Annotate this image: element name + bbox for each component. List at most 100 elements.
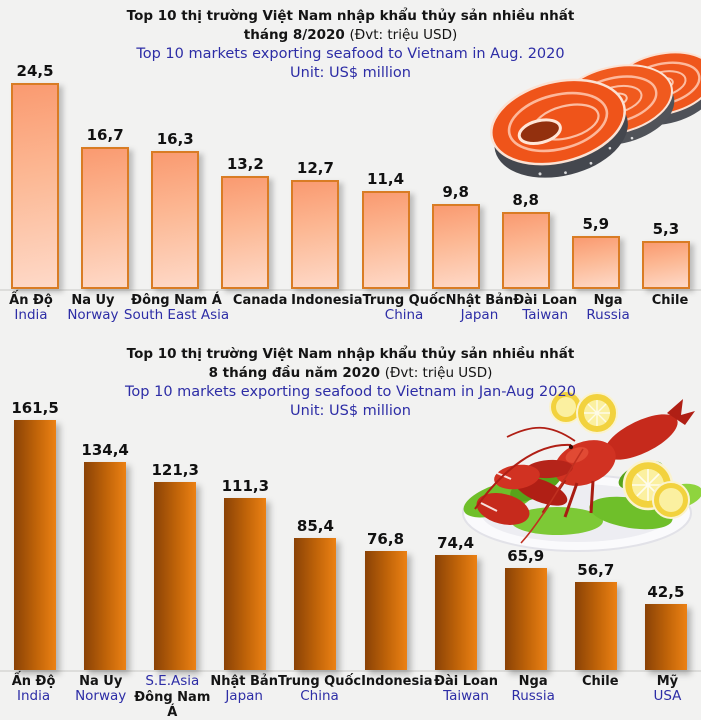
bar-column: 16,7 [70, 126, 140, 289]
bar-column: 65,9 [491, 547, 561, 670]
category-label-en: Japan [460, 307, 499, 324]
bar [504, 568, 547, 670]
bar-column: 8,8 [491, 191, 561, 289]
chart2-category-labels: Ấn Độ India Na Uy Norway S.E.Asia Đông Nam Á Nh… [0, 673, 701, 720]
category-label-vi: Mỹ [656, 674, 679, 689]
bar-column: 111,3 [210, 477, 280, 670]
bar [11, 83, 60, 289]
category-label-en: Norway [67, 307, 119, 324]
bar-value-label: 5,3 [652, 220, 680, 238]
category-label-vi: Ấn Độ [9, 293, 53, 308]
chart2-title-unit-note: (Đvt: triệu USD) [384, 365, 493, 381]
category-label: Nhật Bản Japan [446, 293, 514, 324]
bar-column: 56,7 [561, 561, 631, 670]
category-label: Đài Loan Taiwan [513, 293, 577, 324]
category-label-vi: Ấn Độ [11, 674, 56, 689]
bar [84, 462, 127, 670]
category-label-en: Taiwan [522, 307, 569, 324]
category-label: Canada [229, 293, 291, 324]
bar [641, 241, 690, 289]
category-label-en: China [384, 307, 424, 324]
bar-column: 85,4 [280, 517, 350, 670]
category-label-en: Russia [511, 688, 555, 705]
chart2-title-vi-line1: Top 10 thị trường Việt Nam nhập khẩu thủ… [126, 346, 575, 362]
bar [294, 538, 337, 670]
category-label: S.E.Asia Đông Nam Á [134, 673, 211, 720]
bar-value-label: 11,4 [367, 170, 405, 188]
category-label: Indonesia [361, 674, 432, 720]
bar-column: 11,4 [350, 170, 420, 289]
category-label-en: Norway [75, 688, 127, 705]
bar [644, 604, 687, 670]
bar [574, 582, 617, 670]
bar [434, 555, 477, 670]
bar-value-label: 9,8 [442, 183, 469, 201]
bar [151, 151, 200, 289]
bar-column: 161,5 [0, 399, 70, 670]
bar-value-label: 56,7 [577, 561, 615, 579]
bar-column: 9,8 [421, 183, 491, 289]
chart1-title-unit-note: (Đvt: triệu USD) [349, 27, 458, 43]
bar-value-label: 74,4 [437, 534, 475, 552]
bar [364, 551, 407, 670]
bar-value-label: 16,7 [86, 126, 124, 144]
category-label-vi: Đông Nam [134, 689, 211, 705]
category-label: Đông Nam Á South East Asia [124, 293, 229, 324]
bar-value-label: 76,8 [367, 530, 405, 548]
bar-column: 121,3 [140, 461, 210, 670]
bar-value-label: 121,3 [151, 461, 199, 479]
salmon-steaks-image [490, 51, 701, 178]
bar-column: 76,8 [350, 530, 420, 670]
bar-value-label: 12,7 [296, 159, 334, 177]
category-label: Chile [639, 293, 701, 324]
category-label-vi: Nga [593, 293, 623, 308]
category-label: Mỹ USA [634, 674, 701, 720]
bar-value-label: 134,4 [81, 441, 129, 459]
category-label: Na Uy Norway [62, 293, 124, 324]
bar-value-label: 42,5 [647, 583, 685, 601]
bar-column: 5,3 [631, 220, 701, 289]
bar-column: 12,7 [280, 159, 350, 289]
bar [221, 176, 270, 289]
bar-column: 24,5 [0, 62, 70, 289]
bar [154, 482, 197, 670]
category-label-vi: Trung Quốc [362, 293, 446, 308]
bar-value-label: 8,8 [512, 191, 539, 209]
lemon-slices-top [549, 390, 618, 434]
chart1-title-vi-line1: Top 10 thị trường Việt Nam nhập khẩu thủ… [126, 8, 575, 24]
category-label-vi: Đài Loan [434, 674, 498, 689]
bar-column: 16,3 [140, 130, 210, 289]
chart1-category-labels: Ấn Độ India Na Uy Norway Đông Nam Á South Eas… [0, 293, 701, 324]
bar-column: 13,2 [210, 155, 280, 289]
category-label-vi: Canada [232, 293, 288, 308]
category-label-en: India [14, 307, 48, 324]
bar-value-label: 85,4 [296, 517, 334, 535]
bar-value-label: 16,3 [156, 130, 194, 148]
category-label-vi: Nhật Bản [210, 674, 278, 689]
category-label: Nhật Bản Japan [210, 674, 278, 720]
chart2-title-period: 8 tháng đầu năm 2020 [208, 365, 380, 381]
category-label-en: Japan [225, 688, 263, 705]
bar [14, 420, 57, 670]
lobster-plate-image [462, 390, 701, 552]
category-label-en: Taiwan [443, 688, 489, 705]
category-label-vi: Na Uy [79, 674, 123, 689]
chart2-title-vi-line2: 8 tháng đầu năm 2020 (Đvt: triệu USD) [0, 364, 701, 383]
chart1-title-period: tháng 8/2020 [243, 27, 345, 43]
category-label-en: India [16, 688, 51, 705]
category-label-vi: Á [167, 705, 178, 720]
category-label-en: S.E.Asia [145, 673, 200, 689]
category-label-vi: Trung Quốc [277, 674, 362, 689]
category-label: Nga Russia [577, 293, 639, 324]
category-label-vi: Chile [582, 674, 619, 689]
category-label-en: China [300, 688, 339, 705]
category-label-vi: Indonesia [361, 674, 433, 689]
category-label: Đài Loan Taiwan [432, 674, 499, 720]
chart1-bar-plot: 24,5 16,7 16,3 13,2 12,7 11,4 9,8 8,8 5,9 5,3 [0, 60, 701, 291]
category-label-vi: Đông Nam Á [131, 293, 222, 308]
category-label: Chile [567, 674, 634, 720]
bar [224, 498, 267, 670]
category-label: Na Uy Norway [67, 674, 134, 720]
bar-value-label: 5,9 [582, 215, 610, 233]
